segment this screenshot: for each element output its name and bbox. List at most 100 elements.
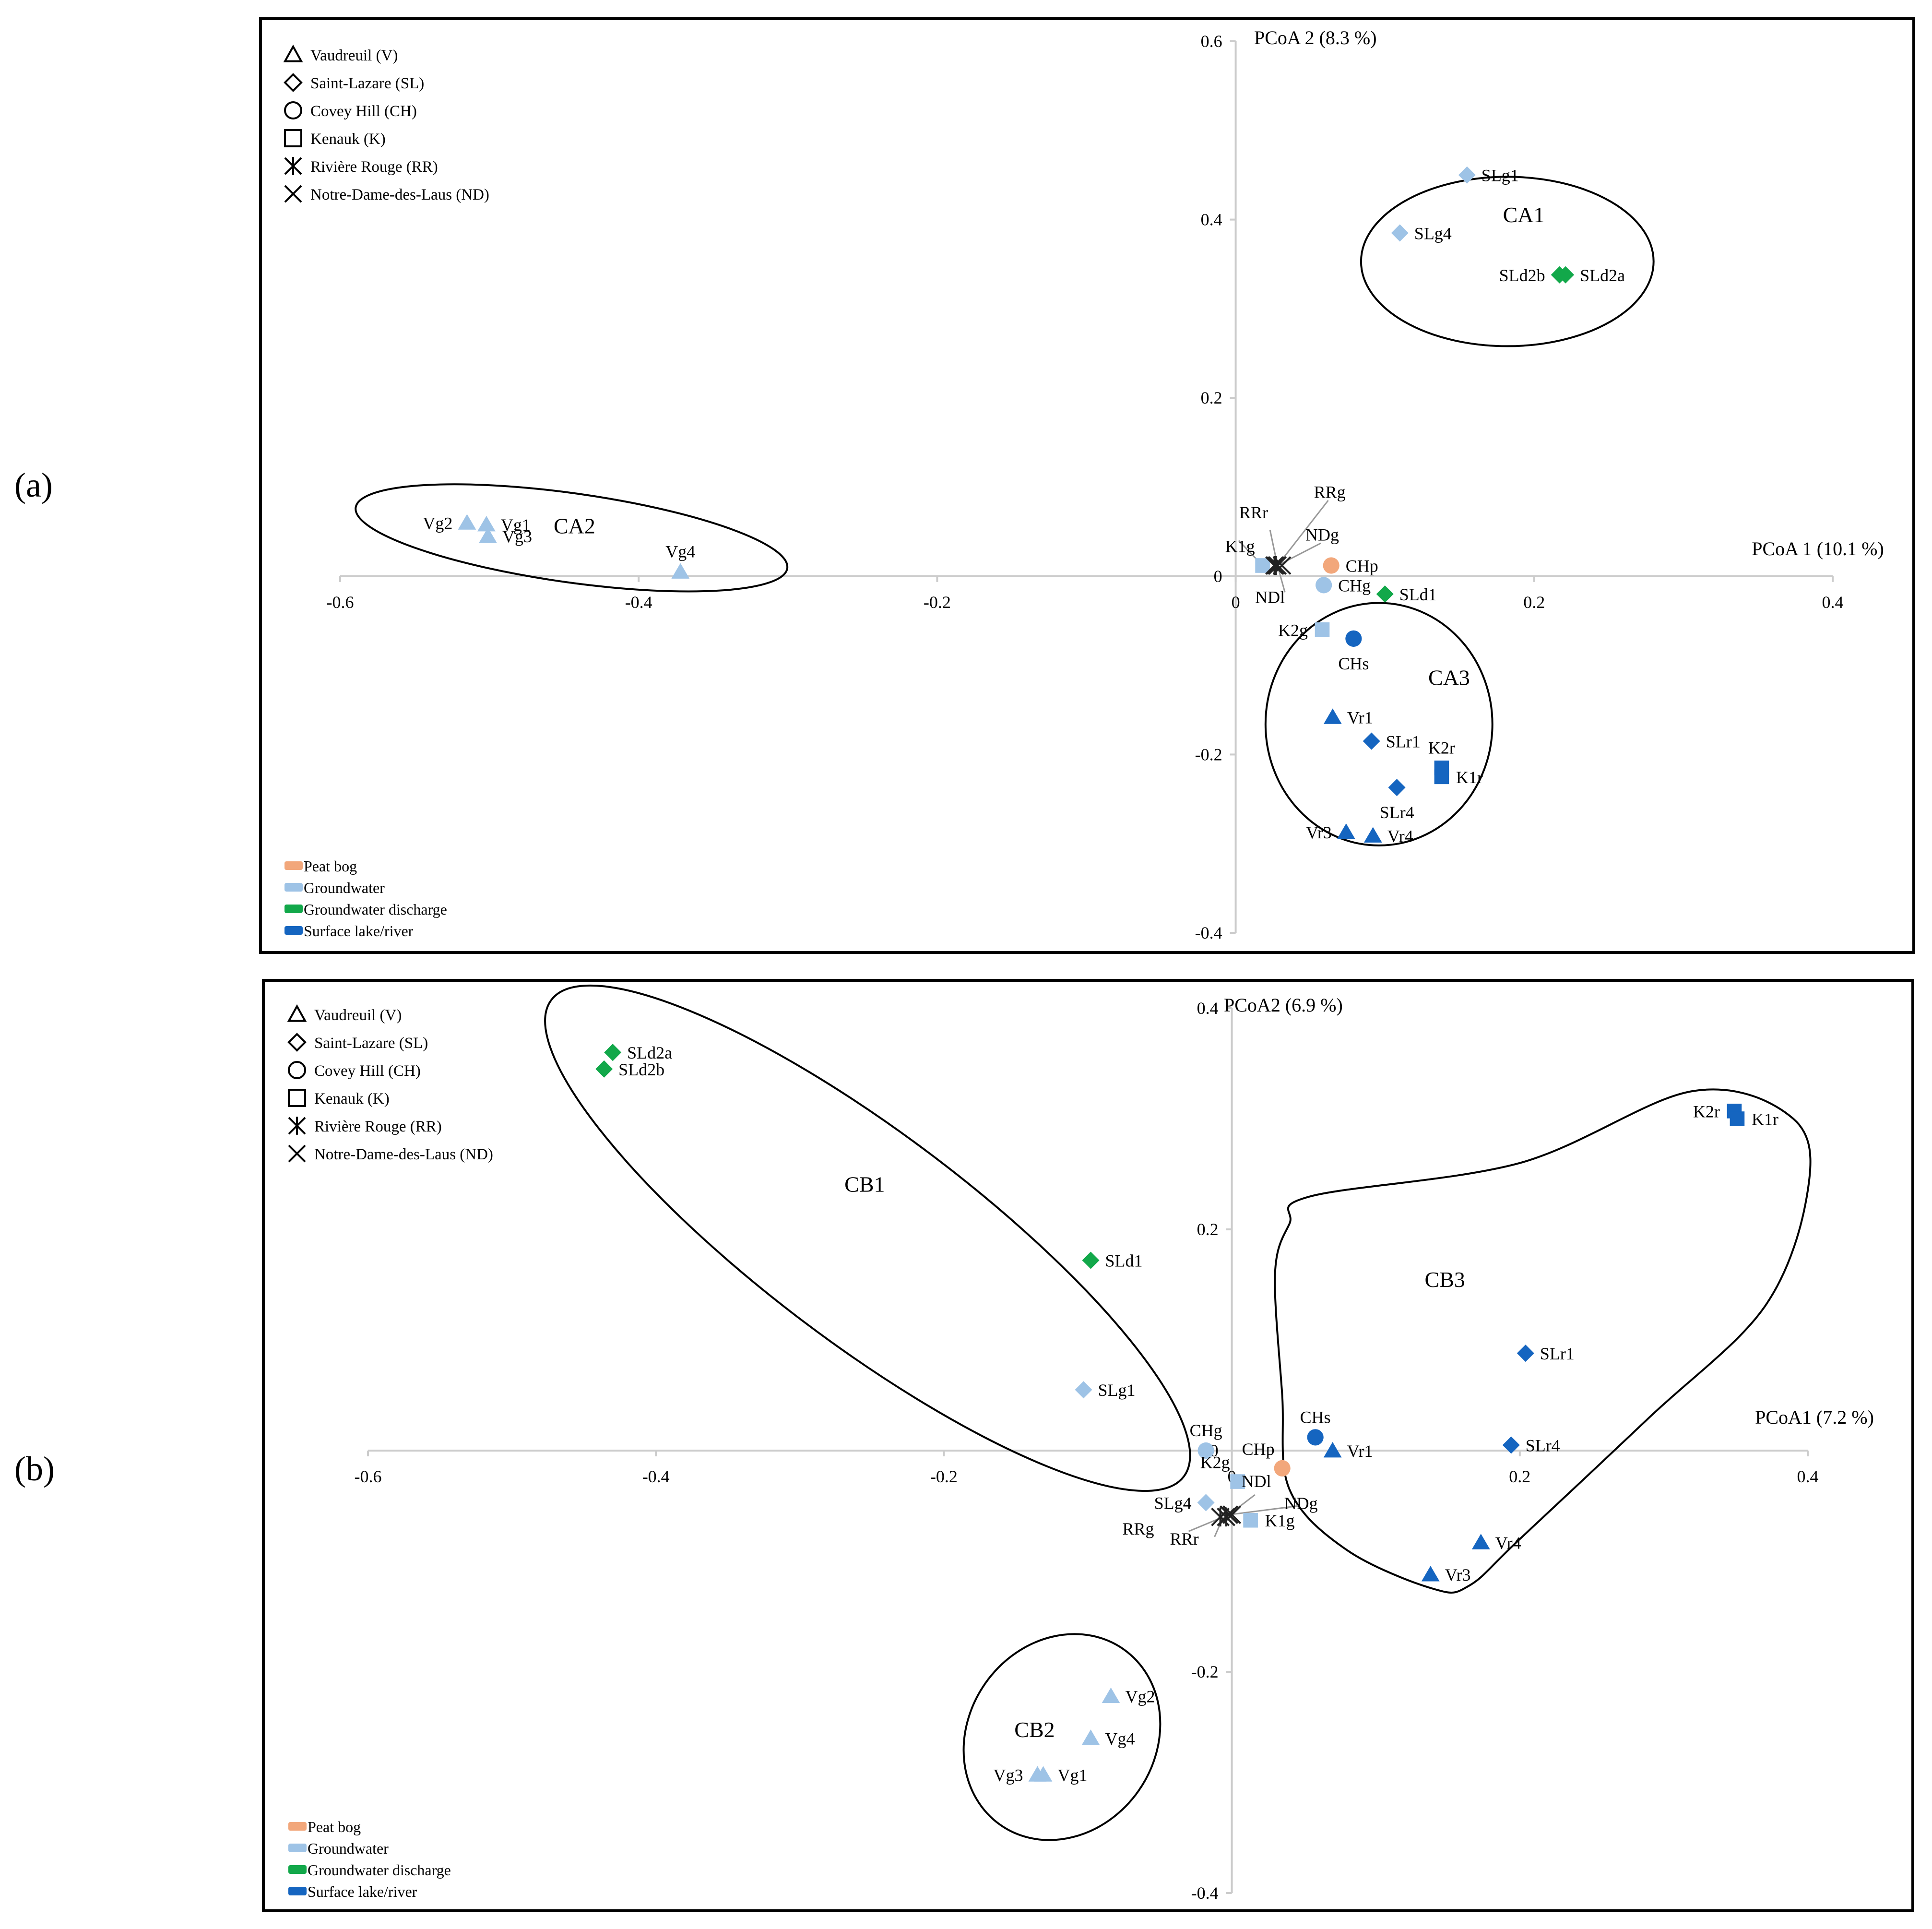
point-label-chs: CHs xyxy=(1300,1407,1331,1427)
legend-shape-square-icon xyxy=(284,129,302,147)
legend-swatch-groundwater xyxy=(284,883,303,892)
point-label-k1g: K1g xyxy=(1265,1511,1295,1530)
point-label-slg1: SLg1 xyxy=(1098,1381,1135,1400)
point-label-k2g: K2g xyxy=(1200,1453,1230,1472)
chart-b-frame: -0.6-0.4-0.200.20.40.40.20-0.2-0.4PCoA1 … xyxy=(262,979,1914,1912)
shape-legend: Vaudreuil (V) Saint-Lazare (SL) Covey Hill… xyxy=(287,1004,493,1163)
point-ndl xyxy=(1220,1505,1239,1524)
point-vg4 xyxy=(1081,1729,1100,1745)
point-vr4 xyxy=(1363,827,1382,843)
point-slr1 xyxy=(1363,732,1380,750)
y-tick-label: -0.4 xyxy=(1195,923,1222,942)
point-label-sld2a: SLd2a xyxy=(1580,266,1625,285)
point-label-vg2: Vg2 xyxy=(423,513,452,533)
point-vr3 xyxy=(1421,1566,1440,1582)
x-tick-label: 0.4 xyxy=(1822,593,1844,612)
point-vg4 xyxy=(671,563,690,579)
leader-line xyxy=(1277,500,1329,566)
cluster-label-cb3: CB3 xyxy=(1425,1267,1465,1292)
point-vr1 xyxy=(1323,708,1342,724)
legend-color-label: Groundwater xyxy=(308,1840,389,1857)
point-slg1 xyxy=(1075,1381,1092,1399)
point-sld1 xyxy=(1082,1251,1100,1269)
point-label-vr4: Vr4 xyxy=(1495,1533,1521,1552)
point-label-slr1: SLr1 xyxy=(1540,1344,1575,1363)
point-vr4 xyxy=(1471,1534,1490,1549)
x-tick-label: -0.4 xyxy=(642,1467,670,1486)
shape-legend: Vaudreuil (V) Saint-Lazare (SL) Covey Hill… xyxy=(283,44,489,203)
legend-shape-label: Saint-Lazare (SL) xyxy=(314,1035,428,1052)
legend-shape-diamond-icon xyxy=(287,1033,307,1052)
point-chg xyxy=(1197,1442,1214,1459)
x-tick-label: -0.2 xyxy=(930,1467,958,1486)
point-label-slg4: SLg4 xyxy=(1414,224,1452,243)
x-tick-label: 0.4 xyxy=(1797,1467,1819,1486)
point-label-vg3: Vg3 xyxy=(502,527,532,546)
cluster-cb1 xyxy=(544,984,1191,1492)
point-k2g xyxy=(1230,1474,1245,1489)
point-label-k2r: K2r xyxy=(1693,1102,1720,1121)
legend-shape-triangle-icon xyxy=(283,44,303,62)
point-vg1 xyxy=(477,516,496,532)
point-label-slr4: SLr4 xyxy=(1380,803,1414,822)
point-label-vg1: Vg1 xyxy=(1057,1765,1087,1785)
point-label-vg3: Vg3 xyxy=(993,1765,1023,1785)
point-ndg xyxy=(1222,1505,1242,1524)
panel-b-label: (b) xyxy=(14,1450,55,1488)
legend-shape-label: Rivière Rouge (RR) xyxy=(310,158,438,176)
x-tick-label: -0.6 xyxy=(355,1467,382,1486)
legend-shape-label: Saint-Lazare (SL) xyxy=(310,75,424,92)
legend-shape-label: Covey Hill (CH) xyxy=(310,103,417,120)
point-label-chp: CHp xyxy=(1346,557,1378,576)
point-label-rrr: RRr xyxy=(1170,1529,1199,1548)
x-tick-label: -0.4 xyxy=(625,593,652,612)
legend-swatch-discharge xyxy=(284,905,303,913)
point-label-slr1: SLr1 xyxy=(1386,732,1421,751)
panel-a-label: (a) xyxy=(14,466,53,504)
point-chs xyxy=(1345,630,1362,647)
chart-a-frame: -0.6 -0.4 -0.2 0 0.2 0.4 0.6 0.4 0.2 0 -0.2 -0.4 PCo… xyxy=(259,17,1915,954)
y-tick-label: 0.2 xyxy=(1201,388,1222,407)
legend-shape-label: Kenauk (K) xyxy=(310,131,386,148)
point-k1r xyxy=(1434,769,1449,785)
point-label-k1g: K1g xyxy=(1225,537,1255,556)
point-label-k1r: K1r xyxy=(1456,768,1483,787)
point-label-ndg: NDg xyxy=(1284,1494,1318,1513)
point-sld1 xyxy=(1376,585,1394,603)
y-axis-label: PCoA2 (6.9 %) xyxy=(1224,994,1343,1016)
legend-color-label: Peat bog xyxy=(304,857,357,875)
legend-color-label: Peat bog xyxy=(308,1818,361,1835)
point-label-vr1: Vr1 xyxy=(1347,1441,1373,1461)
legend-swatch-peat xyxy=(288,1822,307,1831)
chart-b: -0.6-0.4-0.200.20.40.40.20-0.2-0.4PCoA1 … xyxy=(287,984,1874,1903)
legend-shape-circle-icon xyxy=(288,1061,306,1079)
y-tick-label: -0.2 xyxy=(1191,1662,1219,1681)
legend-color-label: Surface lake/river xyxy=(308,1883,417,1900)
legend-color-label: Groundwater xyxy=(304,879,385,896)
cluster-label-cb2: CB2 xyxy=(1014,1717,1055,1742)
y-tick-label: 0 xyxy=(1214,567,1222,586)
legend-color-label: Groundwater discharge xyxy=(304,901,447,918)
point-k2g xyxy=(1315,622,1330,637)
point-chp xyxy=(1323,557,1339,574)
point-label-vr3: Vr3 xyxy=(1445,1565,1471,1584)
legend-shape-label: Kenauk (K) xyxy=(314,1090,390,1107)
point-k1g xyxy=(1255,558,1270,573)
point-label-rrg: RRg xyxy=(1123,1519,1154,1538)
point-ndl xyxy=(1268,556,1287,575)
leader-line xyxy=(1229,1505,1298,1516)
point-vr3 xyxy=(1337,823,1355,839)
point-label-vr3: Vr3 xyxy=(1306,823,1332,842)
point-label-rrg: RRg xyxy=(1314,482,1346,501)
point-slg4 xyxy=(1197,1494,1215,1512)
legend-shape-label: Vaudreuil (V) xyxy=(314,1007,402,1024)
legend-shape-triangle-icon xyxy=(287,1004,307,1022)
cluster-label-ca1: CA1 xyxy=(1503,202,1545,227)
y-tick-label: -0.2 xyxy=(1195,745,1222,764)
y-tick-label: -0.4 xyxy=(1191,1883,1219,1903)
point-slr4 xyxy=(1388,779,1406,797)
legend-shape-cross-icon xyxy=(288,1144,306,1163)
legend-shape-asterisk-icon xyxy=(288,1117,306,1135)
color-legend: Peat bog Groundwater Groundwater discharge… xyxy=(284,857,447,940)
point-label-slr4: SLr4 xyxy=(1526,1436,1560,1455)
